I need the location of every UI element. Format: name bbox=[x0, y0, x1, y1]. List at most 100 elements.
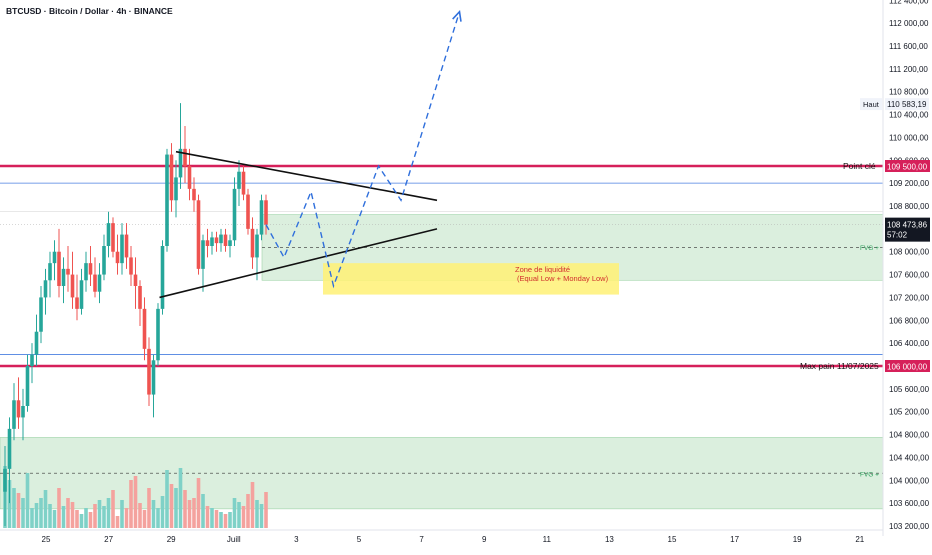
candle-body bbox=[214, 237, 219, 244]
candle-body bbox=[16, 400, 21, 418]
volume-bar bbox=[106, 498, 111, 528]
volume-bar bbox=[201, 494, 205, 528]
volume-bar bbox=[75, 510, 79, 528]
high-value-bg bbox=[885, 98, 929, 111]
volume-bar bbox=[138, 503, 142, 528]
candle-body bbox=[7, 428, 12, 469]
chart-title: BTCUSD · Bitcoin / Dollar · 4h · BINANCE bbox=[6, 6, 173, 16]
volume-bar bbox=[88, 512, 93, 528]
time-tick-label: 29 bbox=[167, 535, 176, 544]
price-tick-label: 110 400,00 bbox=[889, 111, 929, 120]
candle-body bbox=[39, 297, 43, 332]
volume-bar bbox=[237, 502, 241, 528]
candle-body bbox=[169, 154, 174, 201]
price-tick-label: 108 000,00 bbox=[889, 248, 930, 257]
candle-body bbox=[70, 274, 75, 298]
candle-body bbox=[30, 354, 34, 366]
candle-body bbox=[192, 188, 196, 201]
volume-bar bbox=[43, 490, 48, 528]
volume-bar bbox=[97, 500, 102, 528]
volume-bar bbox=[66, 498, 70, 528]
volume-bar bbox=[34, 503, 39, 528]
price-tick-label: 105 200,00 bbox=[889, 408, 930, 417]
volume-bar bbox=[7, 480, 12, 528]
price-tick-label: 110 000,00 bbox=[889, 133, 929, 142]
volume-bar bbox=[183, 490, 187, 528]
volume-bar bbox=[241, 506, 246, 528]
price-axis-bg bbox=[883, 0, 932, 550]
volume-bar bbox=[124, 508, 129, 528]
candle-body bbox=[61, 268, 66, 286]
max-pain-label: Max pain 11/07/2025 bbox=[800, 361, 879, 371]
candle-body bbox=[210, 237, 214, 246]
candle-body bbox=[43, 280, 48, 298]
candle-body bbox=[133, 274, 138, 286]
volume-bar bbox=[39, 498, 43, 528]
candle-body bbox=[259, 200, 264, 235]
volume-bar bbox=[223, 514, 228, 528]
time-tick-label: Juill bbox=[227, 535, 241, 544]
time-tick-label: 9 bbox=[482, 535, 487, 544]
candle-body bbox=[228, 240, 232, 246]
projection-arrow bbox=[452, 9, 462, 22]
candle-body bbox=[106, 223, 111, 246]
countdown: 57:02 bbox=[887, 231, 908, 240]
volume-bar bbox=[111, 490, 115, 528]
candle-body bbox=[97, 274, 102, 292]
levels-layer bbox=[0, 164, 883, 368]
time-tick-label: 17 bbox=[730, 535, 739, 544]
candle-body bbox=[250, 228, 255, 258]
volume-bar bbox=[120, 500, 124, 528]
high-value: 110 583,19 bbox=[887, 100, 927, 109]
price-tick-label: 105 600,00 bbox=[889, 385, 930, 394]
candle-body bbox=[241, 171, 246, 195]
candle-body bbox=[160, 246, 165, 309]
volume-bar bbox=[187, 500, 192, 528]
volume-bar bbox=[169, 484, 174, 528]
candle-body bbox=[79, 280, 84, 309]
price-axis[interactable]: 112 400,00 112 000,00 111 600,00 111 200,00… bbox=[860, 0, 932, 550]
candle-body bbox=[52, 251, 57, 264]
candle-body bbox=[138, 286, 142, 309]
fvg-lower-label: FVG + bbox=[860, 471, 879, 478]
candle-body bbox=[165, 154, 169, 246]
candle-body bbox=[48, 263, 52, 281]
candle-body bbox=[129, 257, 133, 275]
liquidity-label-line2: (Equal Low + Monday Low) bbox=[517, 274, 609, 283]
time-tick-label: 19 bbox=[793, 535, 802, 544]
volume-bar bbox=[93, 504, 97, 528]
price-tick-label: 104 000,00 bbox=[889, 476, 930, 485]
price-tick-label: 107 200,00 bbox=[889, 293, 930, 302]
candle-body bbox=[84, 263, 88, 281]
candle-body bbox=[255, 234, 259, 258]
candle-body bbox=[147, 348, 151, 395]
high-label: Haut bbox=[863, 100, 880, 109]
volume-bar bbox=[21, 498, 25, 528]
volume-bar bbox=[84, 508, 88, 528]
candle-body bbox=[75, 297, 79, 309]
volume-bar bbox=[12, 488, 16, 528]
candle-body bbox=[264, 200, 268, 225]
volume-bar bbox=[192, 498, 196, 528]
price-tick-label: 107 600,00 bbox=[889, 271, 930, 280]
price-tick-label: 110 800,00 bbox=[889, 88, 929, 97]
drawings-layer: Zone de liquidité(Equal Low + Monday Low… bbox=[159, 9, 879, 478]
time-tick-label: 7 bbox=[419, 535, 424, 544]
zones-layer bbox=[0, 214, 884, 510]
price-tick-label: 106 800,00 bbox=[889, 316, 930, 325]
price-tick-label: 106 400,00 bbox=[889, 339, 930, 348]
candle-body bbox=[124, 234, 129, 258]
time-tick-label: 11 bbox=[543, 535, 552, 544]
volume-bar bbox=[228, 512, 232, 528]
candle-body bbox=[57, 251, 61, 286]
key-level-badge bbox=[885, 160, 930, 172]
trendline bbox=[175, 150, 438, 202]
time-axis[interactable]: 25 27 29 Juill 3 5 7 9 11 13 15 17 19 21 bbox=[0, 529, 883, 544]
time-tick-label: 15 bbox=[668, 535, 677, 544]
volume-bar bbox=[48, 504, 52, 528]
volume-bar bbox=[210, 508, 214, 528]
candle-body bbox=[246, 194, 250, 229]
volume-bar bbox=[174, 488, 178, 528]
